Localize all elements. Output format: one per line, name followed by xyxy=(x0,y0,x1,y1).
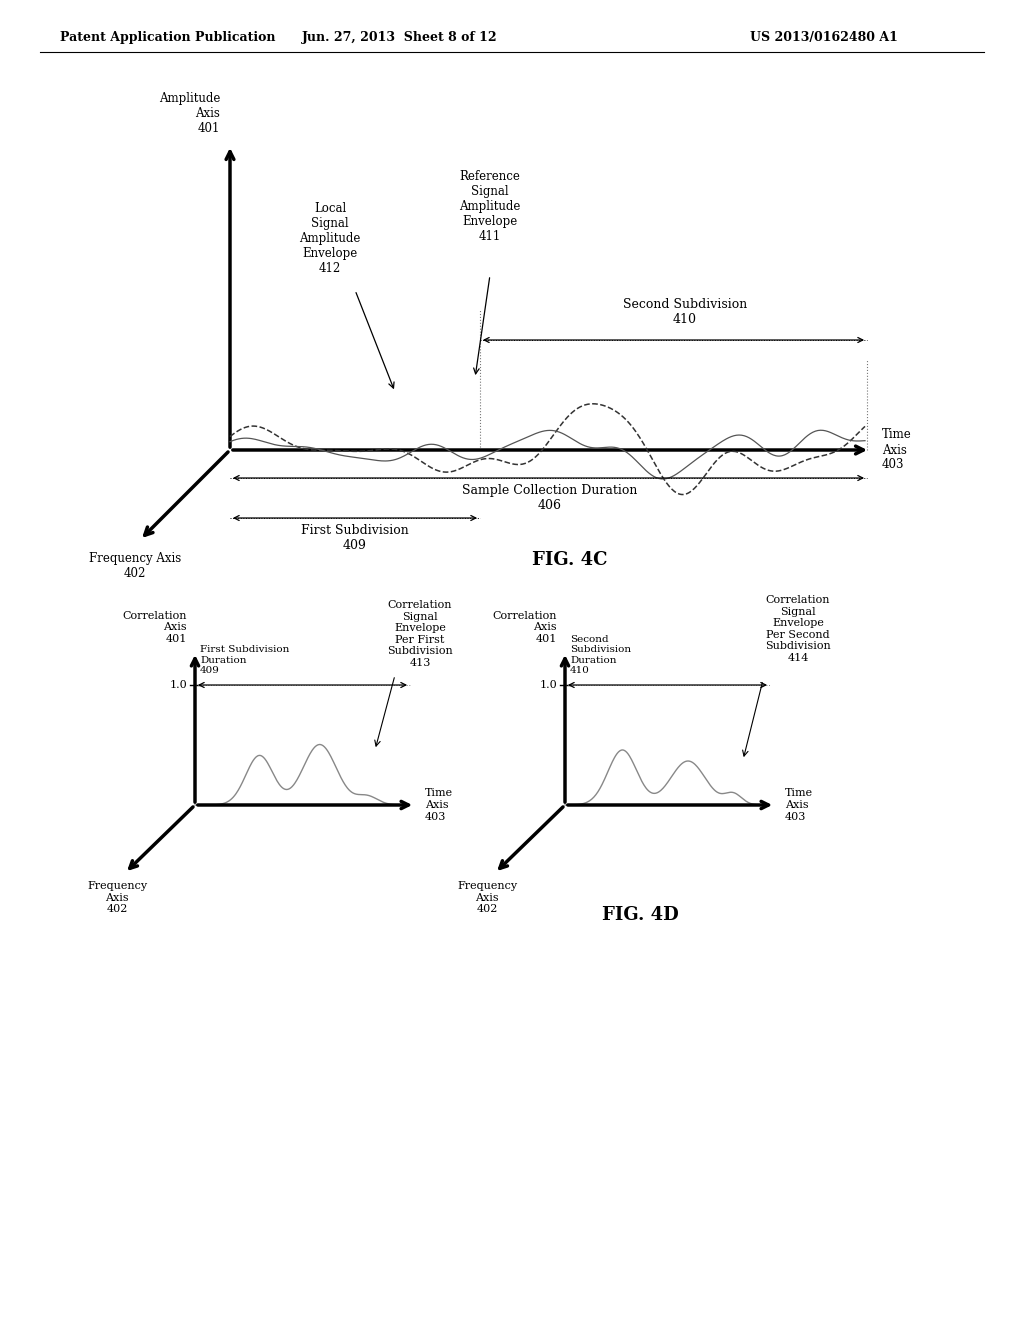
Text: Second
Subdivision
Duration
410: Second Subdivision Duration 410 xyxy=(570,635,631,675)
Text: US 2013/0162480 A1: US 2013/0162480 A1 xyxy=(750,30,898,44)
Text: 1.0: 1.0 xyxy=(169,680,187,690)
Text: Correlation
Signal
Envelope
Per Second
Subdivision
414: Correlation Signal Envelope Per Second S… xyxy=(765,595,830,663)
Text: Amplitude
Axis
401: Amplitude Axis 401 xyxy=(159,92,220,135)
Text: Frequency Axis
402: Frequency Axis 402 xyxy=(89,552,181,579)
Text: Second Subdivision
410: Second Subdivision 410 xyxy=(623,298,748,326)
Text: First Subdivision
409: First Subdivision 409 xyxy=(301,524,409,552)
Text: Correlation
Signal
Envelope
Per First
Subdivision
413: Correlation Signal Envelope Per First Su… xyxy=(387,601,453,668)
Text: Time
Axis
403: Time Axis 403 xyxy=(882,429,911,471)
Text: Patent Application Publication: Patent Application Publication xyxy=(60,30,275,44)
Text: 1.0: 1.0 xyxy=(540,680,557,690)
Text: Correlation
Axis
401: Correlation Axis 401 xyxy=(123,611,187,644)
Text: Local
Signal
Amplitude
Envelope
412: Local Signal Amplitude Envelope 412 xyxy=(299,202,360,275)
Text: First Subdivision
Duration
409: First Subdivision Duration 409 xyxy=(200,645,290,675)
Text: Jun. 27, 2013  Sheet 8 of 12: Jun. 27, 2013 Sheet 8 of 12 xyxy=(302,30,498,44)
Text: Time
Axis
403: Time Axis 403 xyxy=(425,788,454,821)
Text: FIG. 4D: FIG. 4D xyxy=(602,906,678,924)
Text: Reference
Signal
Amplitude
Envelope
411: Reference Signal Amplitude Envelope 411 xyxy=(460,170,520,243)
Text: FIG. 4C: FIG. 4C xyxy=(532,550,608,569)
Text: Time
Axis
403: Time Axis 403 xyxy=(785,788,813,821)
Text: Frequency
Axis
402: Frequency Axis 402 xyxy=(457,880,517,915)
Text: Correlation
Axis
401: Correlation Axis 401 xyxy=(493,611,557,644)
Text: Frequency
Axis
402: Frequency Axis 402 xyxy=(87,880,147,915)
Text: Sample Collection Duration
406: Sample Collection Duration 406 xyxy=(462,484,638,512)
